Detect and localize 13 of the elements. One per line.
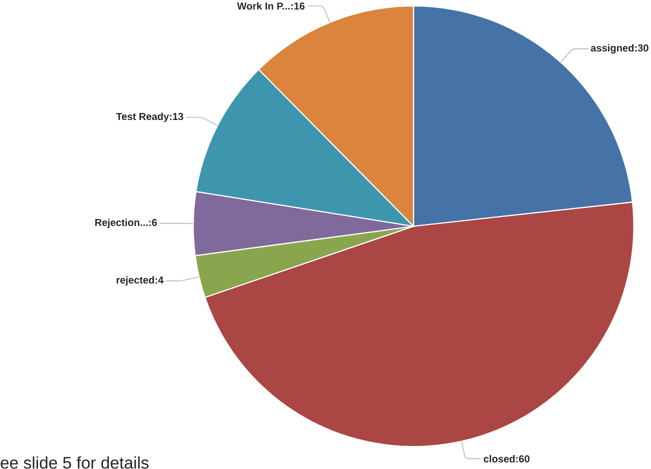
slice-label: Rejection...: [95, 218, 148, 228]
slice-label: rejected: [116, 276, 154, 286]
slice-label: closed: [484, 455, 515, 463]
data-label: :13: [170, 113, 184, 120]
slice-label: assigned: [590, 44, 634, 54]
slice-label: Work In P...: [237, 2, 290, 10]
data-label: :30: [635, 44, 648, 52]
data-label: :6: [149, 219, 157, 226]
data-label: :16: [291, 2, 305, 10]
text: ee slide 5 for details: [0, 456, 149, 469]
slice-label: Test Ready: [116, 112, 169, 122]
data-label: :60: [516, 455, 530, 463]
data-label: :4: [156, 276, 164, 284]
